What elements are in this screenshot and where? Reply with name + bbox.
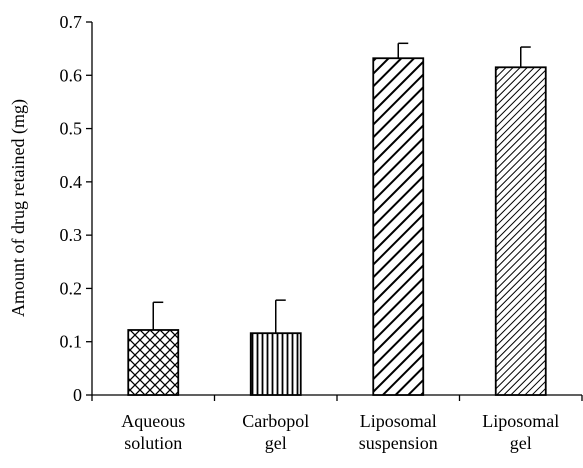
bar: [127, 329, 180, 396]
y-tick-label: 0.1: [60, 332, 83, 352]
y-tick-label: 0.7: [60, 12, 83, 32]
y-tick-label: 0: [73, 385, 82, 405]
y-tick-label: 0.3: [60, 225, 83, 245]
y-tick-label: 0.6: [60, 65, 83, 85]
y-tick-label: 0.4: [60, 172, 83, 192]
bar: [249, 332, 302, 396]
x-tick-label: Liposomal suspension: [358, 411, 438, 453]
bar: [494, 66, 547, 396]
y-axis-title: Amount of drug retained (mg): [8, 99, 29, 317]
x-tick-label: Carbopol gel: [242, 411, 310, 453]
y-tick-label: 0.2: [60, 278, 83, 298]
bar: [372, 57, 425, 396]
x-tick-label: Liposomal gel: [482, 411, 560, 453]
y-tick-label: 0.5: [60, 119, 83, 139]
x-tick-label: Aqueous solution: [121, 411, 186, 453]
